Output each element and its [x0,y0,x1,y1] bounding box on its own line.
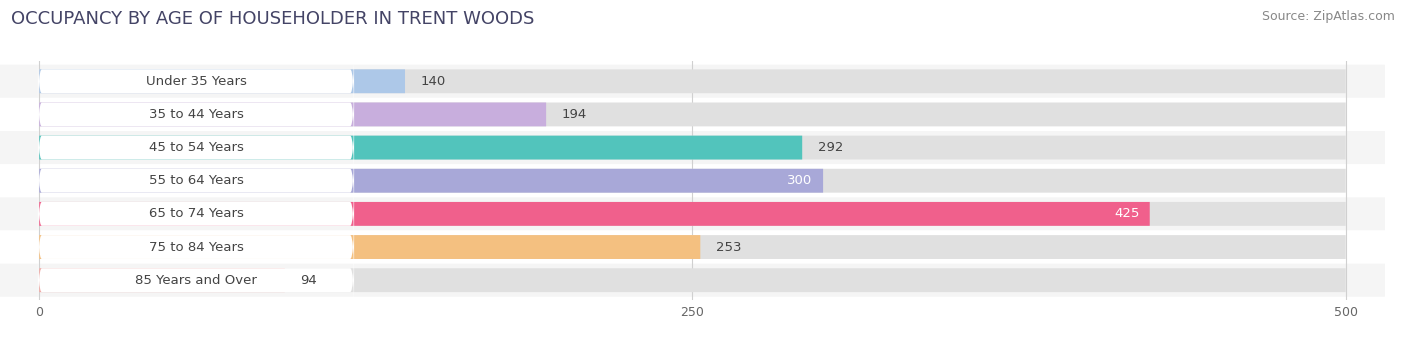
FancyBboxPatch shape [0,131,1385,164]
FancyBboxPatch shape [39,136,1346,160]
FancyBboxPatch shape [39,268,285,292]
FancyBboxPatch shape [38,43,354,119]
FancyBboxPatch shape [0,264,1385,297]
Text: 300: 300 [787,174,813,187]
Text: 55 to 64 Years: 55 to 64 Years [149,174,243,187]
FancyBboxPatch shape [39,69,405,93]
FancyBboxPatch shape [39,202,1346,226]
FancyBboxPatch shape [39,235,1346,259]
FancyBboxPatch shape [39,69,1346,93]
Text: OCCUPANCY BY AGE OF HOUSEHOLDER IN TRENT WOODS: OCCUPANCY BY AGE OF HOUSEHOLDER IN TRENT… [11,10,534,28]
FancyBboxPatch shape [0,98,1385,131]
FancyBboxPatch shape [39,169,1346,193]
Text: 35 to 44 Years: 35 to 44 Years [149,108,243,121]
FancyBboxPatch shape [39,103,546,127]
FancyBboxPatch shape [39,235,700,259]
FancyBboxPatch shape [39,103,1346,127]
Text: 75 to 84 Years: 75 to 84 Years [149,240,243,254]
FancyBboxPatch shape [0,197,1385,231]
FancyBboxPatch shape [38,143,354,219]
Text: 194: 194 [562,108,588,121]
Text: 425: 425 [1114,207,1139,220]
Text: 253: 253 [716,240,741,254]
FancyBboxPatch shape [39,169,823,193]
Text: 292: 292 [818,141,844,154]
Text: Under 35 Years: Under 35 Years [146,75,246,88]
Text: 65 to 74 Years: 65 to 74 Years [149,207,243,220]
Text: 140: 140 [420,75,446,88]
FancyBboxPatch shape [38,242,354,318]
Text: 85 Years and Over: 85 Years and Over [135,274,257,287]
FancyBboxPatch shape [0,231,1385,264]
FancyBboxPatch shape [0,65,1385,98]
Text: 94: 94 [301,274,318,287]
FancyBboxPatch shape [39,136,803,160]
FancyBboxPatch shape [38,209,354,285]
Text: 45 to 54 Years: 45 to 54 Years [149,141,243,154]
FancyBboxPatch shape [38,176,354,252]
FancyBboxPatch shape [39,202,1150,226]
FancyBboxPatch shape [39,268,1346,292]
FancyBboxPatch shape [38,110,354,186]
Text: Source: ZipAtlas.com: Source: ZipAtlas.com [1261,10,1395,23]
FancyBboxPatch shape [0,164,1385,197]
FancyBboxPatch shape [38,77,354,152]
